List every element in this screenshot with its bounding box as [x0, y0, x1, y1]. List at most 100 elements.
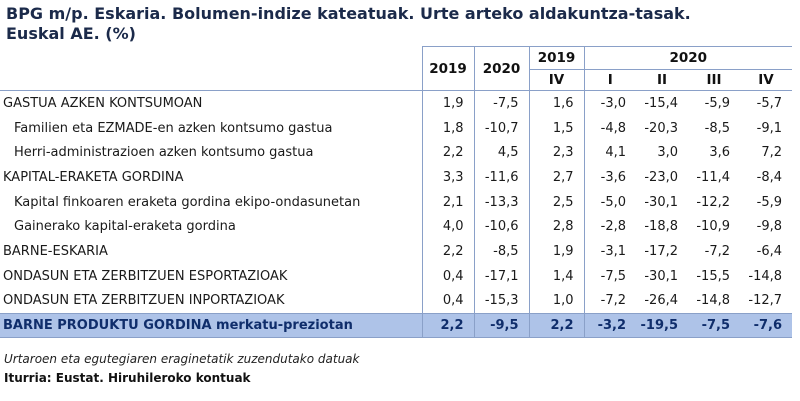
cell: -13,3 [473, 189, 529, 215]
cell: -10,9 [696, 219, 730, 235]
cell: -15,4 [636, 89, 688, 116]
cell: 1,8 [421, 115, 474, 141]
row-label: BARNE-ESKARIA [3, 243, 108, 259]
cell: -3,2 [583, 313, 636, 339]
cell: 2,2 [421, 313, 474, 339]
cell: -3,6 [583, 165, 636, 190]
cell: -7,5 [473, 89, 529, 116]
source-line: Iturria: Eustat. Hiruhileroko kontuak [4, 371, 251, 385]
header-quarter: I [583, 69, 636, 91]
cell: -12,2 [696, 194, 730, 210]
table-row: ONDASUN ETA ZERBITZUEN INPORTAZIOAK 0,4 … [0, 288, 792, 314]
cell: 2,7 [528, 165, 584, 190]
gdp-label-suffix: merkatu-preziotan [211, 318, 353, 334]
cell: 2,5 [528, 189, 584, 215]
cell: 3,3 [421, 165, 474, 190]
cell: -6,4 [756, 243, 783, 259]
row-label: ONDASUN ETA ZERBITZUEN INPORTAZIOAK [3, 293, 285, 309]
cell: 2,2 [528, 313, 584, 339]
cell: -7,5 [583, 263, 636, 289]
cell: -8,5 [473, 239, 529, 264]
cell: 3,6 [709, 145, 730, 161]
gdp-label-main: BARNE PRODUKTU GORDINA [3, 318, 212, 334]
gdp-label: BARNE PRODUKTU GORDINA merkatu-preziotan [0, 313, 422, 339]
cell: 2,2 [421, 140, 474, 166]
cell: -19,5 [636, 313, 688, 339]
cell: -5,9 [756, 194, 783, 210]
table-row: Gainerako kapital-eraketa gordina 4,0 -1… [0, 214, 792, 240]
cell: -2,8 [583, 214, 636, 240]
cell: -9,8 [756, 219, 783, 235]
cell: 2,1 [421, 189, 474, 215]
cell: -30,1 [644, 194, 678, 210]
header-quarter-year-2020: 2020 [583, 46, 793, 70]
cell: -30,1 [644, 268, 678, 284]
cell: 1,6 [528, 89, 584, 116]
cell: -3,1 [583, 239, 636, 264]
row-label: Herri-administrazioen azken kontsumo gas… [14, 145, 314, 161]
header-quarter: IV [740, 69, 793, 91]
cell: -15,3 [473, 288, 529, 314]
cell: -23,0 [644, 169, 678, 185]
cell: 4,0 [421, 214, 474, 240]
cell: -20,3 [644, 120, 678, 136]
cell: 1,4 [528, 263, 584, 289]
footnote: Urtaroen eta egutegiaren eraginetatik zu… [4, 352, 360, 366]
cell: -14,8 [748, 268, 783, 284]
cell: 1,5 [528, 115, 584, 141]
cell: 4,1 [583, 140, 636, 166]
cell: 0,4 [421, 288, 474, 314]
cell: -7,6 [740, 313, 793, 339]
cell: -12,7 [748, 293, 783, 309]
title-line-2: Euskal AE. (%) [6, 24, 136, 43]
row-label: Familien eta EZMADE-en azken kontsumo ga… [14, 120, 333, 136]
row-label: KAPITAL-ERAKETA GORDINA [3, 169, 184, 185]
cell: 4,5 [473, 140, 529, 166]
table-row: Familien eta EZMADE-en azken kontsumo ga… [0, 115, 792, 141]
gdp-row: BARNE PRODUKTU GORDINA merkatu-preziotan… [0, 313, 793, 339]
header-blank [0, 47, 422, 70]
header-annual-2020: 2020 [473, 46, 529, 91]
cell: -7,2 [583, 288, 636, 314]
cell: 1,9 [528, 239, 584, 264]
cell: -11,4 [696, 169, 730, 185]
figure-title: BPG m/p. Eskaria. Bolumen-indize kateatu… [6, 4, 796, 44]
cell: -17,2 [644, 243, 678, 259]
table-row: KAPITAL-ERAKETA GORDINA 3,3 -11,6 2,7 -3… [0, 165, 792, 190]
cell: 2,3 [528, 140, 584, 166]
table-row: GASTUA AZKEN KONTSUMOAN 1,9 -7,5 1,6 -3,… [0, 89, 793, 116]
row-label: Gainerako kapital-eraketa gordina [14, 219, 236, 235]
cell: -11,6 [473, 165, 529, 190]
cell: -5,0 [583, 189, 636, 215]
cell: -8,4 [756, 169, 783, 185]
cell: -9,1 [756, 120, 783, 136]
cell: -18,8 [644, 219, 678, 235]
cell: 1,0 [528, 288, 584, 314]
cell: -9,5 [473, 313, 529, 339]
table-row: ONDASUN ETA ZERBITZUEN ESPORTAZIOAK 0,4 … [0, 263, 792, 289]
cell: -17,1 [473, 263, 529, 289]
row-label: Kapital finkoaren eraketa gordina ekipo-… [14, 194, 361, 210]
cell: -10,6 [473, 214, 529, 240]
cell: -26,4 [644, 293, 678, 309]
cell: -4,8 [583, 115, 636, 141]
cell: 0,4 [421, 263, 474, 289]
cell: -14,8 [696, 293, 730, 309]
row-label: GASTUA AZKEN KONTSUMOAN [0, 89, 422, 116]
header-annual-2019: 2019 [421, 46, 474, 91]
table-row: Herri-administrazioen azken kontsumo gas… [0, 140, 792, 166]
cell: -8,5 [704, 120, 730, 136]
cell: 2,2 [421, 239, 474, 264]
cell: 7,2 [761, 145, 783, 161]
cell: -5,9 [688, 89, 740, 116]
header-quarter: III [688, 69, 740, 91]
cell: -10,7 [473, 115, 529, 141]
cell: -15,5 [696, 268, 730, 284]
demand-table: 2019 2020 2019 2020 IV I II III IV GASTU… [0, 46, 793, 339]
header-quarter: II [636, 69, 688, 91]
table-row: Kapital finkoaren eraketa gordina ekipo-… [0, 189, 792, 215]
title-line-1: BPG m/p. Eskaria. Bolumen-indize kateatu… [6, 4, 691, 23]
cell: 3,0 [657, 145, 678, 161]
cell: 1,9 [421, 89, 474, 116]
